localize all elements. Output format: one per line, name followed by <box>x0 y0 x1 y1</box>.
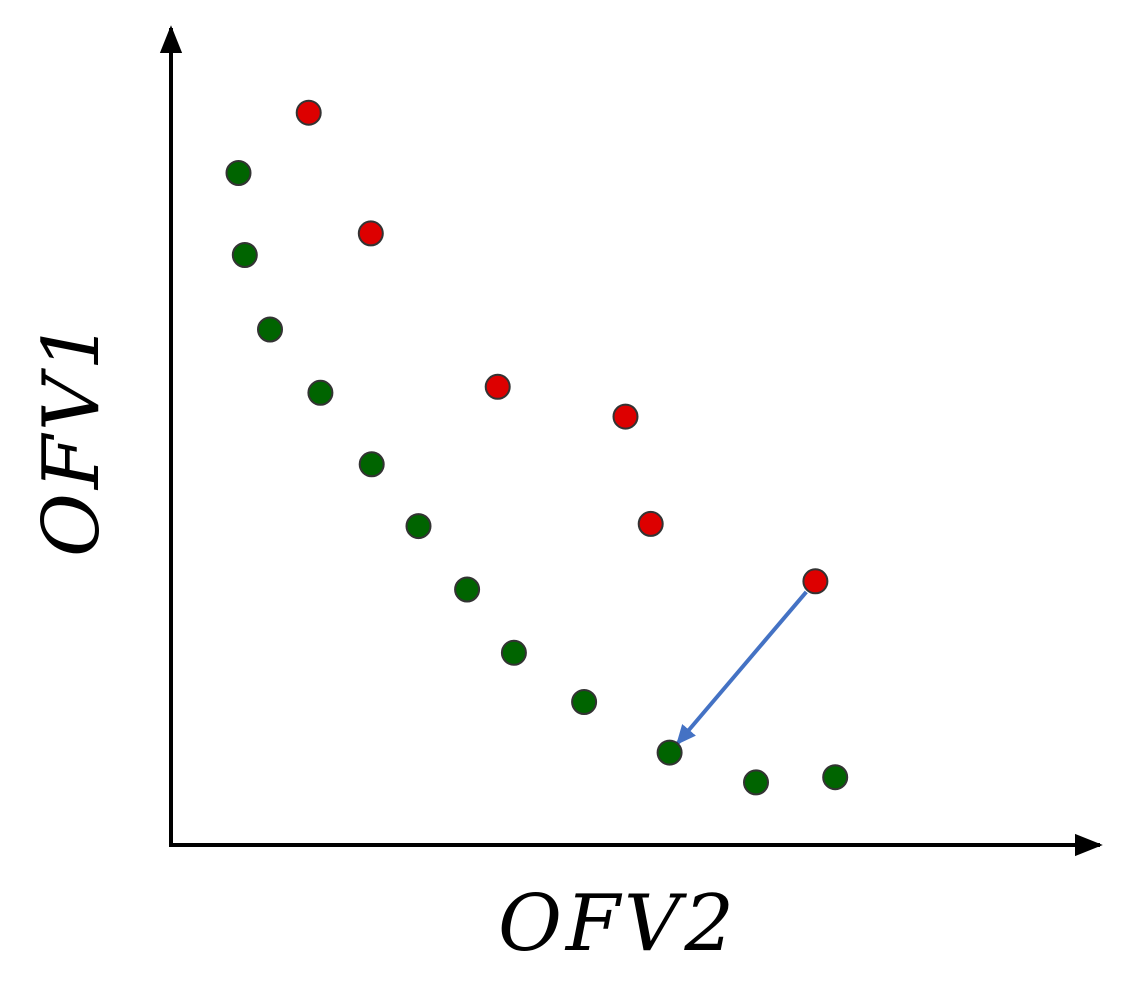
scatter-point-s0-8 <box>571 689 598 715</box>
scatter-point-s0-9 <box>656 739 683 766</box>
annotation-arrow <box>675 590 808 746</box>
scatter-point-s0-10 <box>743 769 769 796</box>
scatter-point-s0-7 <box>500 639 527 666</box>
scatter-point-s0-11 <box>822 764 849 791</box>
scatter-point-s1-0 <box>295 99 322 126</box>
x-axis-label: OFV2 <box>498 879 738 969</box>
scatter-point-s0-5 <box>405 513 432 540</box>
scatter-point-s0-3 <box>307 379 334 406</box>
scatter-point-s1-5 <box>802 568 829 595</box>
scatter-point-s1-3 <box>612 403 639 430</box>
scatter-point-s0-0 <box>225 160 252 186</box>
scatter-point-s1-2 <box>484 373 511 400</box>
scatter-point-s0-1 <box>231 242 258 268</box>
scatter-point-s1-4 <box>637 510 664 537</box>
scatter-point-s0-4 <box>358 451 385 478</box>
y-axis-label: OFV1 <box>27 317 117 557</box>
scatter-point-s1-1 <box>357 220 384 247</box>
scatter-point-s0-2 <box>257 316 283 343</box>
scatter-point-s0-6 <box>454 576 481 603</box>
data-points <box>225 99 849 796</box>
